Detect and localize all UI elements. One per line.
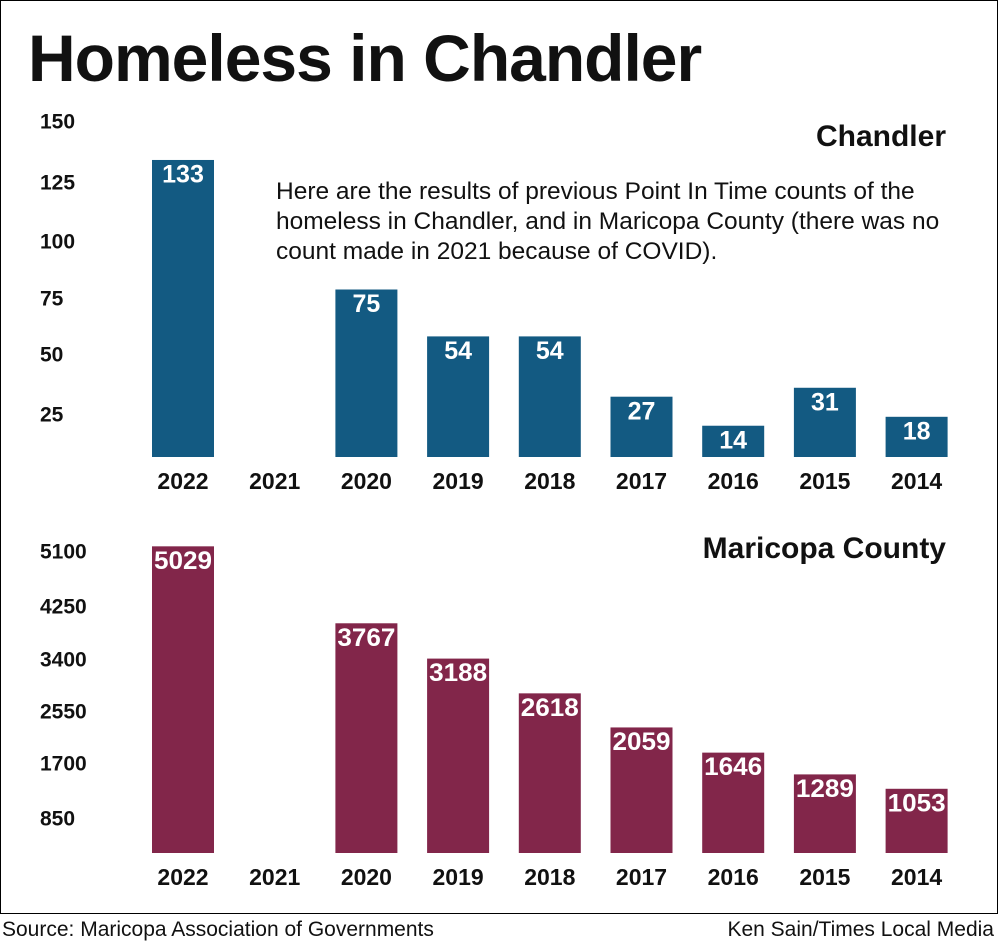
chandler-ytick-label: 150	[40, 111, 75, 134]
maricopa-bar-2019	[427, 658, 490, 853]
chandler-category-label: 2015	[799, 468, 850, 494]
chandler-category-label: 2021	[249, 468, 300, 494]
chart-description: Here are the results of previous Point I…	[276, 178, 940, 265]
maricopa-category-label: 2022	[157, 864, 208, 890]
maricopa-ytick-label: 3400	[40, 649, 87, 672]
credit-note: Ken Sain/Times Local Media	[727, 918, 994, 941]
chandler-category-label: 2018	[524, 468, 575, 494]
chandler-bar-2019	[427, 336, 490, 457]
chandler-chart: Chandler 150 125 100 75 50 25 133 2022 2021 75 2020…	[40, 111, 948, 494]
chandler-value-label-2022: 133	[162, 161, 204, 189]
chandler-ytick-label: 100	[40, 231, 75, 254]
maricopa-ytick-label: 2550	[40, 701, 87, 724]
maricopa-value-label-2019: 3188	[429, 659, 487, 687]
maricopa-ytick-label: 850	[40, 808, 75, 831]
chandler-bar-2014	[885, 416, 948, 457]
page-title: Homeless in Chandler	[28, 21, 702, 95]
chandler-ytick-label: 125	[40, 172, 75, 195]
chandler-bar-2017	[610, 396, 673, 457]
maricopa-bar-2020	[335, 623, 398, 853]
maricopa-chart-title: Maricopa County	[703, 532, 947, 565]
maricopa-category-label: 2014	[891, 864, 942, 890]
maricopa-ytick-label: 5100	[40, 541, 87, 564]
source-note: Source: Maricopa Association of Governme…	[2, 918, 434, 941]
maricopa-ytick-label: 1700	[40, 753, 87, 776]
chandler-category-label: 2020	[341, 468, 392, 494]
chandler-value-label-2019: 54	[444, 337, 472, 365]
chandler-category-label: 2014	[891, 468, 942, 494]
chandler-bar-2020	[335, 289, 398, 457]
maricopa-value-label-2022: 5029	[154, 547, 212, 575]
chandler-ytick-label: 50	[40, 344, 63, 367]
chandler-value-label-2015: 31	[811, 388, 839, 416]
chandler-value-label-2020: 75	[352, 290, 380, 318]
maricopa-bar-2015	[793, 774, 856, 853]
maricopa-value-label-2020: 3767	[337, 624, 395, 652]
maricopa-bar-2016	[702, 752, 765, 853]
chandler-value-label-2018: 54	[536, 337, 564, 365]
maricopa-category-label: 2020	[341, 864, 392, 890]
chandler-bar-2022	[152, 159, 214, 457]
chandler-ytick-label: 75	[40, 288, 64, 311]
chandler-bar-2018	[518, 336, 581, 457]
maricopa-category-label: 2017	[616, 864, 667, 890]
chandler-category-label: 2022	[157, 468, 208, 494]
chandler-value-label-2016: 14	[719, 426, 747, 454]
maricopa-value-label-2014: 1053	[888, 789, 946, 817]
maricopa-bar-2017	[610, 727, 673, 853]
maricopa-bar-2018	[518, 693, 581, 853]
maricopa-category-label: 2018	[524, 864, 575, 890]
maricopa-value-label-2018: 2618	[521, 694, 579, 722]
maricopa-category-label: 2021	[249, 864, 300, 890]
chandler-ytick-label: 25	[40, 404, 64, 427]
maricopa-bar-2014	[885, 788, 948, 853]
chandler-category-label: 2016	[708, 468, 759, 494]
maricopa-chart: Maricopa County 5100 4250 3400 2550 1700 850 50…	[40, 532, 948, 890]
chandler-category-label: 2019	[433, 468, 484, 494]
maricopa-bar-2022	[152, 546, 214, 853]
chandler-chart-title: Chandler	[816, 120, 946, 153]
maricopa-value-label-2015: 1289	[796, 775, 854, 803]
maricopa-ytick-label: 4250	[40, 596, 87, 619]
chandler-bar-2016	[702, 425, 765, 457]
chandler-category-label: 2017	[616, 468, 667, 494]
chandler-bar-2015	[793, 387, 856, 457]
maricopa-category-label: 2016	[708, 864, 759, 890]
maricopa-value-label-2017: 2059	[613, 728, 671, 756]
chandler-value-label-2014: 18	[903, 417, 931, 445]
maricopa-category-label: 2015	[799, 864, 850, 890]
chandler-value-label-2017: 27	[628, 397, 656, 425]
maricopa-value-label-2016: 1646	[704, 753, 762, 781]
maricopa-category-label: 2019	[433, 864, 484, 890]
